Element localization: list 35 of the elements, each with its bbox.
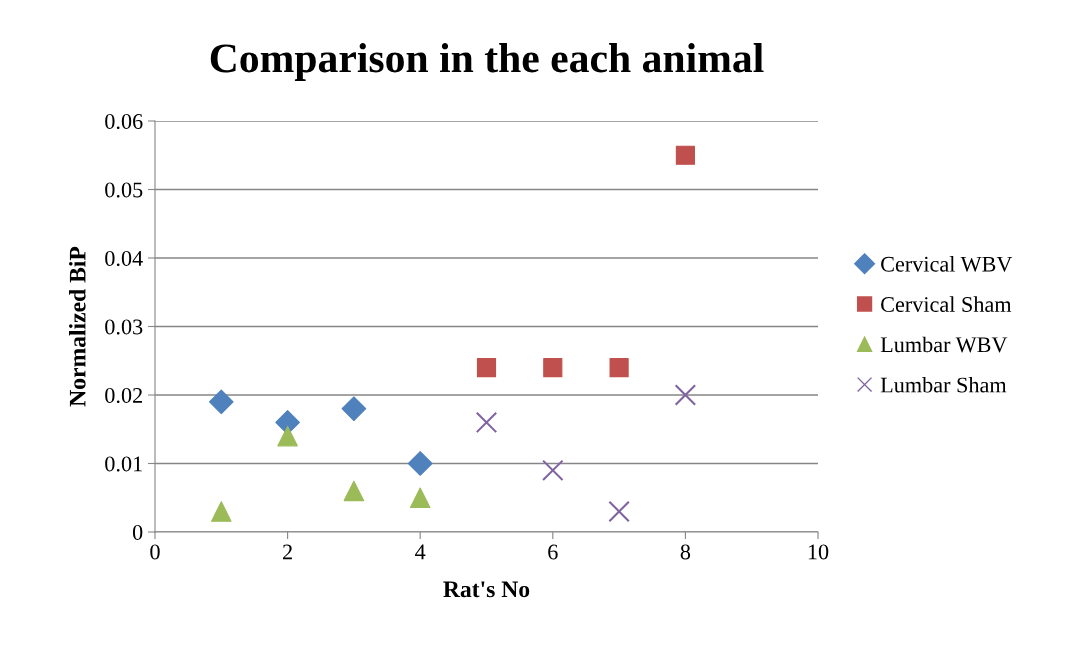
y-tick-label: 0.06	[105, 113, 143, 130]
point	[208, 389, 234, 415]
point	[476, 358, 497, 378]
y-tick-label: 0.03	[105, 319, 143, 335]
x-tick-label: 4	[415, 544, 426, 560]
y-tick-label: 0.02	[105, 387, 142, 404]
x-tick-label: 8	[680, 544, 691, 560]
x-tick-label: 10	[808, 544, 829, 560]
legend-label: Cervical WBV	[881, 256, 1013, 272]
x-axis-title: Rat's No	[443, 581, 530, 598]
y-tick-label: 0	[132, 524, 143, 540]
point	[608, 500, 630, 523]
x-tick-label: 2	[283, 544, 292, 560]
chart-title: Comparison in the each animal	[210, 43, 764, 81]
legend-label: Cervical Sham	[881, 296, 1012, 312]
y-tick-label: 0.05	[105, 182, 143, 198]
legend-label: Lumbar Sham	[880, 376, 1007, 393]
point	[343, 480, 365, 502]
legend-label: Lumbar WBV	[880, 336, 1008, 353]
x-tick-label: 0	[150, 544, 160, 560]
x-tick-label: 6	[548, 544, 558, 560]
point	[409, 487, 431, 509]
point	[341, 396, 367, 422]
point	[475, 411, 498, 434]
y-tick-label: 0.04	[105, 250, 143, 267]
point	[277, 425, 298, 447]
point	[609, 358, 629, 378]
y-axis-title: Normalized BiP	[69, 246, 86, 407]
point	[211, 501, 232, 522]
point	[675, 145, 695, 165]
point	[543, 358, 563, 378]
point	[407, 451, 433, 476]
y-tick-label: 0.01	[105, 456, 142, 472]
point	[542, 459, 564, 482]
point	[674, 384, 697, 406]
